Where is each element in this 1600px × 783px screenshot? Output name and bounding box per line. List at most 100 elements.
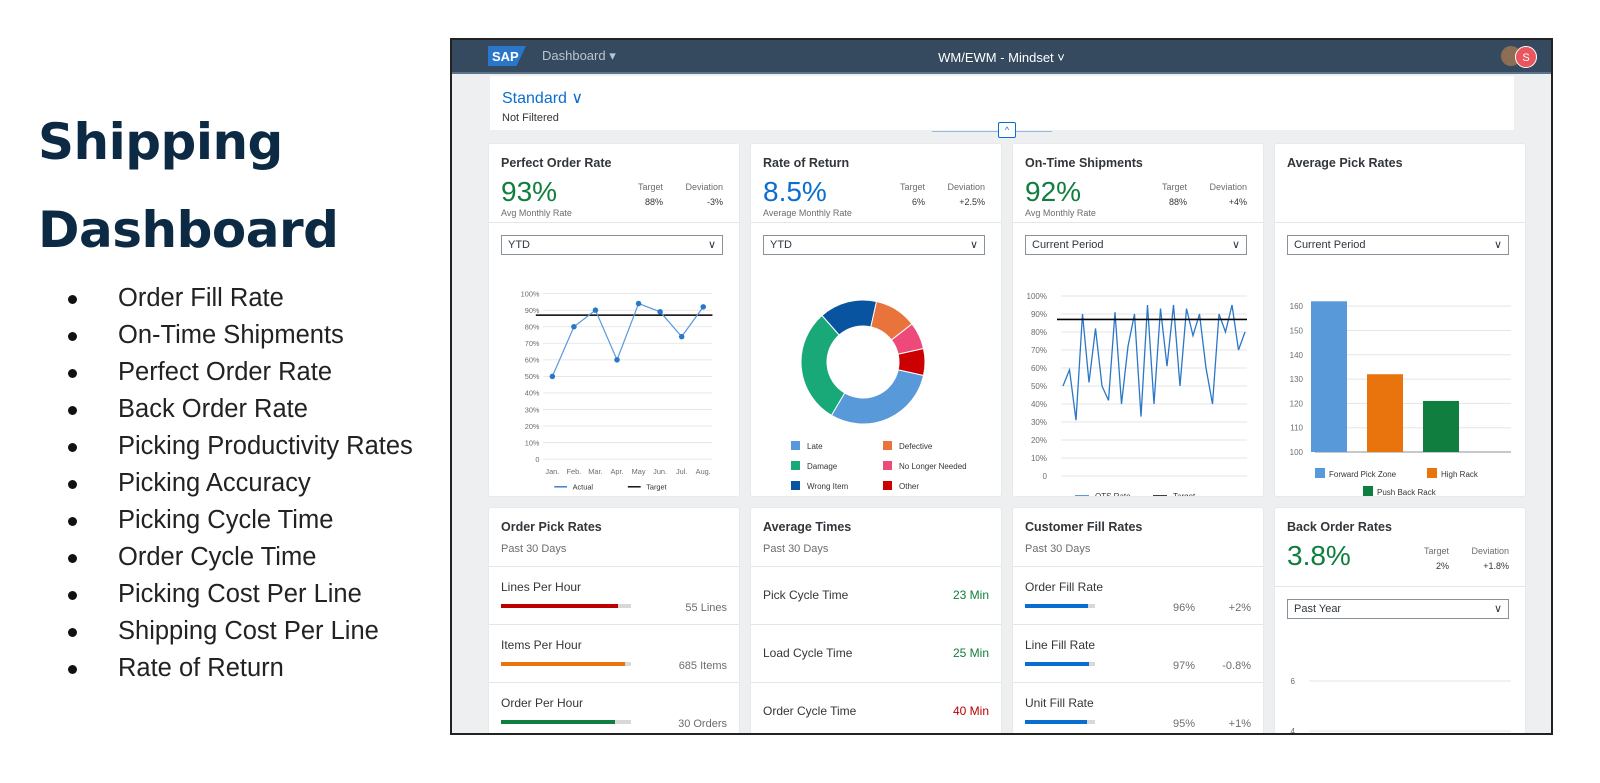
collapse-header-button[interactable]: ^ (998, 122, 1016, 138)
legend-swatch (791, 481, 800, 490)
kpi-value: 92% (1025, 176, 1082, 207)
y-tick-label: 80% (525, 322, 540, 331)
y-tick-label: 20% (1031, 436, 1047, 445)
progress-bar (501, 662, 631, 666)
card-order-pick-rates[interactable]: Order Pick Rates Past 30 Days Lines Per … (489, 508, 739, 733)
card-title: Perfect Order Rate (501, 156, 612, 170)
row-label: Items Per Hour (501, 638, 582, 652)
bullet-item: Order Fill Rate (68, 280, 413, 317)
data-point (1486, 733, 1492, 735)
card-back-order-rates[interactable]: Back Order Rates 3.8% Target 2% Deviatio… (1275, 508, 1525, 735)
period-select[interactable]: YTD ∨ (763, 235, 985, 255)
bullet-item: Perfect Order Rate (68, 354, 413, 391)
kpi-value: 8.5% (763, 176, 827, 207)
kpi-label: Avg Monthly Rate (1025, 208, 1096, 218)
data-point (571, 323, 577, 330)
progress-fill (501, 604, 618, 608)
dashboard-screenshot: SAP Dashboard ▾ WM/EWM - Mindset ˅ S Sta… (450, 38, 1553, 735)
card-rate-of-return[interactable]: Rate of Return 8.5% Average Monthly Rate… (751, 144, 1001, 496)
card-average-pick-rates[interactable]: Average Pick Rates Current Period ∨ 100 11… (1275, 144, 1525, 496)
variant-selector[interactable]: Standard ∨ (502, 90, 584, 107)
deviation-value: +2.5% (959, 197, 985, 207)
progress-fill (501, 662, 625, 666)
bar (1367, 374, 1403, 452)
y-tick-label: 100% (1027, 292, 1047, 301)
card-title: Customer Fill Rates (1025, 520, 1143, 534)
card-title: Rate of Return (763, 156, 850, 170)
y-tick-label: 30% (525, 405, 540, 414)
period-select[interactable]: Current Period ∨ (1287, 235, 1509, 255)
legend-swatch (883, 481, 892, 490)
kpi-value: 93% (501, 176, 558, 207)
row-delta: +1% (1228, 718, 1251, 730)
period-select[interactable]: Past Year ∨ (1287, 599, 1509, 619)
deviation-label: Deviation (1471, 546, 1509, 556)
bullet-item: Picking Accuracy (68, 465, 413, 502)
bullet-item: Rate of Return (68, 650, 413, 687)
data-point (678, 333, 685, 340)
row-label: Line Fill Rate (1025, 638, 1096, 652)
divider (751, 624, 1001, 625)
card-subtitle: Past 30 Days (1025, 543, 1091, 555)
select-value: Current Period (1032, 239, 1104, 251)
divider (1013, 624, 1263, 625)
progress-fill (1025, 720, 1087, 724)
shell-bar: SAP Dashboard ▾ WM/EWM - Mindset ˅ S (452, 40, 1551, 74)
legend-label: Damage (807, 462, 838, 471)
y-tick-label: 20% (525, 422, 540, 431)
card-perfect-order-rate[interactable]: Perfect Order Rate 93% Avg Monthly Rate … (489, 144, 739, 496)
x-tick-label: Jul. (676, 467, 687, 476)
divider (489, 222, 739, 223)
x-tick-label: Jun. (653, 467, 667, 476)
y-tick-label: 140 (1290, 351, 1304, 360)
divider (751, 566, 1001, 567)
row-label: Order Cycle Time (763, 704, 857, 718)
y-tick-label: 60% (1031, 364, 1047, 373)
row-value: 25 Min (952, 646, 989, 660)
y-tick-label: 10% (525, 438, 540, 447)
select-value: Current Period (1294, 239, 1366, 251)
card-average-times[interactable]: Average Times Past 30 Days Pick Cycle Ti… (751, 508, 1001, 733)
progress-fill (1025, 604, 1088, 608)
y-tick-label: 130 (1290, 375, 1304, 384)
row-value: 96% (1172, 602, 1195, 614)
filter-status: Not Filtered (502, 112, 559, 124)
divider (751, 222, 1001, 223)
divider (751, 682, 1001, 683)
avatar[interactable]: S (1515, 46, 1537, 68)
row-value: 30 Orders (678, 718, 727, 730)
legend-label: Forward Pick Zone (1329, 470, 1397, 479)
slide-title-line-1: Shipping (38, 113, 283, 171)
y-tick-label: 100% (521, 289, 540, 298)
x-tick-label: Mar. (588, 467, 602, 476)
target-value: 2% (1435, 561, 1449, 571)
card-title: On-Time Shipments (1025, 156, 1143, 170)
target-label: Target (899, 182, 925, 192)
deviation-label: Deviation (1209, 182, 1247, 192)
donut-slice (830, 369, 925, 425)
bullet-item: Picking Productivity Rates (68, 428, 413, 465)
divider (489, 682, 739, 683)
select-value: Past Year (1294, 603, 1342, 615)
y-tick-label: 40% (1031, 400, 1047, 409)
y-tick-label: 160 (1290, 302, 1304, 311)
on-time-shipments-line-chart: 0 10% 20% 30% 40% 50% 60% 70% 80% 90% 100% OTS Rate… (1027, 292, 1247, 496)
dashboard-menu[interactable]: Dashboard ▾ (542, 48, 616, 63)
period-select[interactable]: Current Period ∨ (1025, 235, 1247, 255)
data-point (635, 300, 642, 307)
card-on-time-shipments[interactable]: On-Time Shipments 92% Avg Monthly Rate T… (1013, 144, 1263, 496)
card-subtitle: Past 30 Days (501, 543, 567, 555)
period-select[interactable]: YTD ∨ (501, 235, 723, 255)
y-tick-label: 50% (1031, 382, 1047, 391)
app-title-menu[interactable]: WM/EWM - Mindset ˅ (938, 50, 1065, 65)
divider (489, 566, 739, 567)
ots-line (1062, 304, 1246, 421)
divider (1275, 222, 1525, 223)
legend-swatch (791, 461, 800, 470)
y-tick-label: 80% (1031, 328, 1047, 337)
card-customer-fill-rates[interactable]: Customer Fill Rates Past 30 Days Order F… (1013, 508, 1263, 733)
x-tick-label: Feb. (567, 467, 582, 476)
chevron-down-icon: ∨ (1493, 239, 1502, 251)
row-value: 55 Lines (685, 602, 727, 614)
target-label: Target (1161, 182, 1187, 192)
